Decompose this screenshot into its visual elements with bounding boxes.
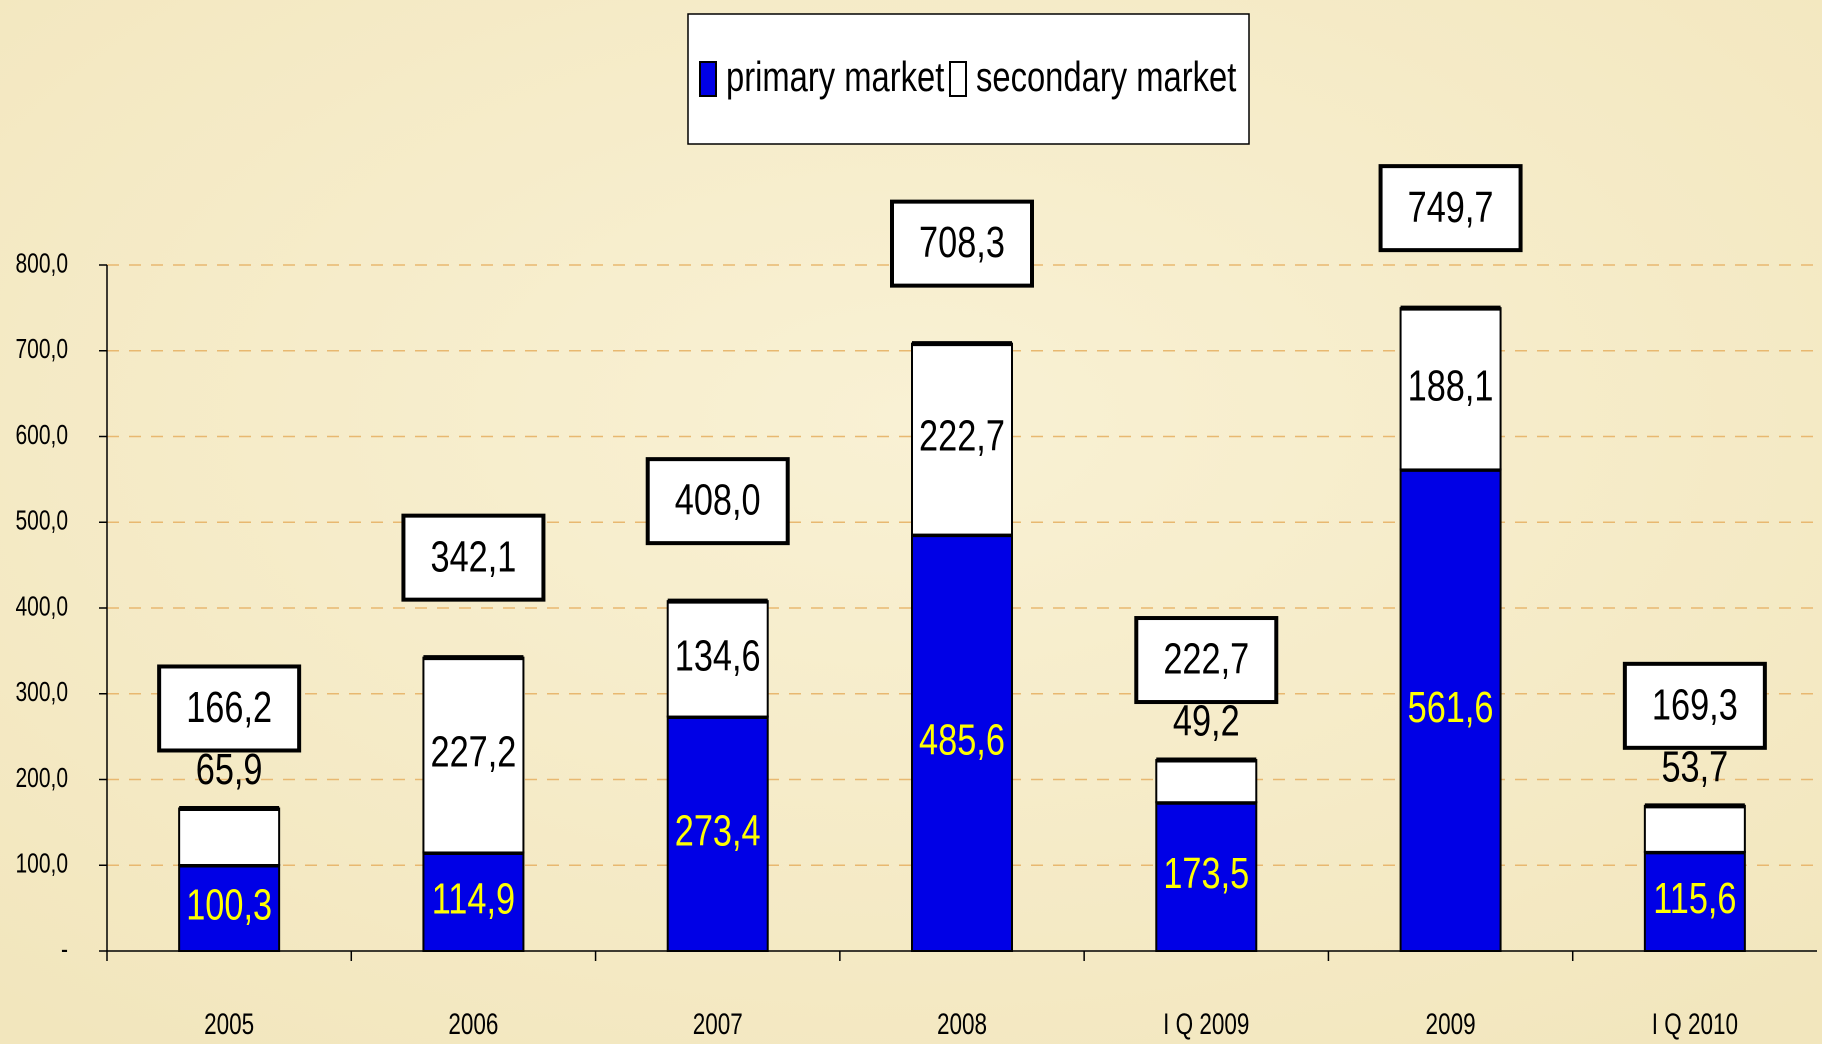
total-box [890, 199, 1034, 288]
y-tick-label: 300,0 [15, 677, 68, 708]
data-label: 100,3 [186, 881, 272, 930]
bar-segment [666, 600, 769, 718]
bar-segment [1643, 804, 1746, 853]
data-label: 115,6 [1653, 874, 1736, 923]
data-label: 114,9 [432, 874, 515, 923]
data-label: 227,2 [431, 728, 517, 777]
data-label: 561,6 [1408, 683, 1494, 732]
y-tick-label: 800,0 [15, 249, 68, 280]
x-tick-label: 2006 [448, 1007, 498, 1041]
bar-segment [1155, 801, 1258, 952]
y-tick-label: 200,0 [15, 763, 68, 794]
data-label: 273,4 [675, 806, 761, 855]
bar-segment [1399, 468, 1502, 952]
total-label: 408,0 [675, 476, 761, 525]
y-tick-label: 100,0 [15, 849, 68, 880]
data-label: 53,7 [1661, 742, 1728, 791]
total-label: 222,7 [1163, 635, 1249, 684]
x-tick-label: 2005 [204, 1007, 254, 1041]
bar-segment [911, 533, 1013, 953]
bar-segment [1155, 759, 1258, 804]
total-label: 166,2 [186, 683, 272, 732]
data-label: 188,1 [1408, 361, 1494, 410]
data-label: 485,6 [919, 715, 1005, 764]
x-tick-label: 2007 [693, 1007, 743, 1041]
x-tick-label: 2009 [1426, 1007, 1476, 1041]
total-box [401, 513, 546, 602]
bar-segment [1399, 307, 1502, 471]
data-label: 134,6 [675, 631, 761, 680]
total-box [1134, 616, 1279, 705]
x-tick-label: 2008 [937, 1007, 987, 1041]
bar-segment [178, 863, 281, 952]
y-tick-label: 400,0 [15, 592, 68, 623]
y-tick-label: 600,0 [15, 420, 68, 451]
bar-segment [666, 715, 769, 953]
data-label: 222,7 [919, 412, 1005, 461]
total-label: 708,3 [919, 218, 1005, 267]
total-box [1622, 661, 1767, 750]
x-tick-label: I Q 2010 [1652, 1007, 1738, 1041]
x-tick-label: I Q 2009 [1163, 1007, 1249, 1041]
legend-swatch [699, 61, 717, 97]
data-label: 173,5 [1163, 849, 1249, 898]
total-box [645, 457, 790, 546]
data-label: 49,2 [1173, 697, 1240, 746]
bar-segment [911, 342, 1013, 536]
total-label: 342,1 [431, 532, 517, 581]
total-label: 749,7 [1408, 183, 1494, 232]
bar-segment [1643, 850, 1746, 952]
legend-box [687, 13, 1250, 145]
total-box [1378, 164, 1523, 253]
y-tick-label: 500,0 [15, 506, 68, 537]
legend-label: primary market [726, 53, 945, 100]
y-tick-label: - [61, 935, 68, 966]
y-tick-label: 700,0 [15, 334, 68, 365]
bar-segment [178, 807, 281, 866]
legend-swatch [949, 61, 967, 97]
total-label: 169,3 [1652, 680, 1738, 729]
legend-label: secondary market [976, 53, 1237, 100]
data-label: 65,9 [196, 745, 263, 794]
total-box [157, 664, 302, 753]
